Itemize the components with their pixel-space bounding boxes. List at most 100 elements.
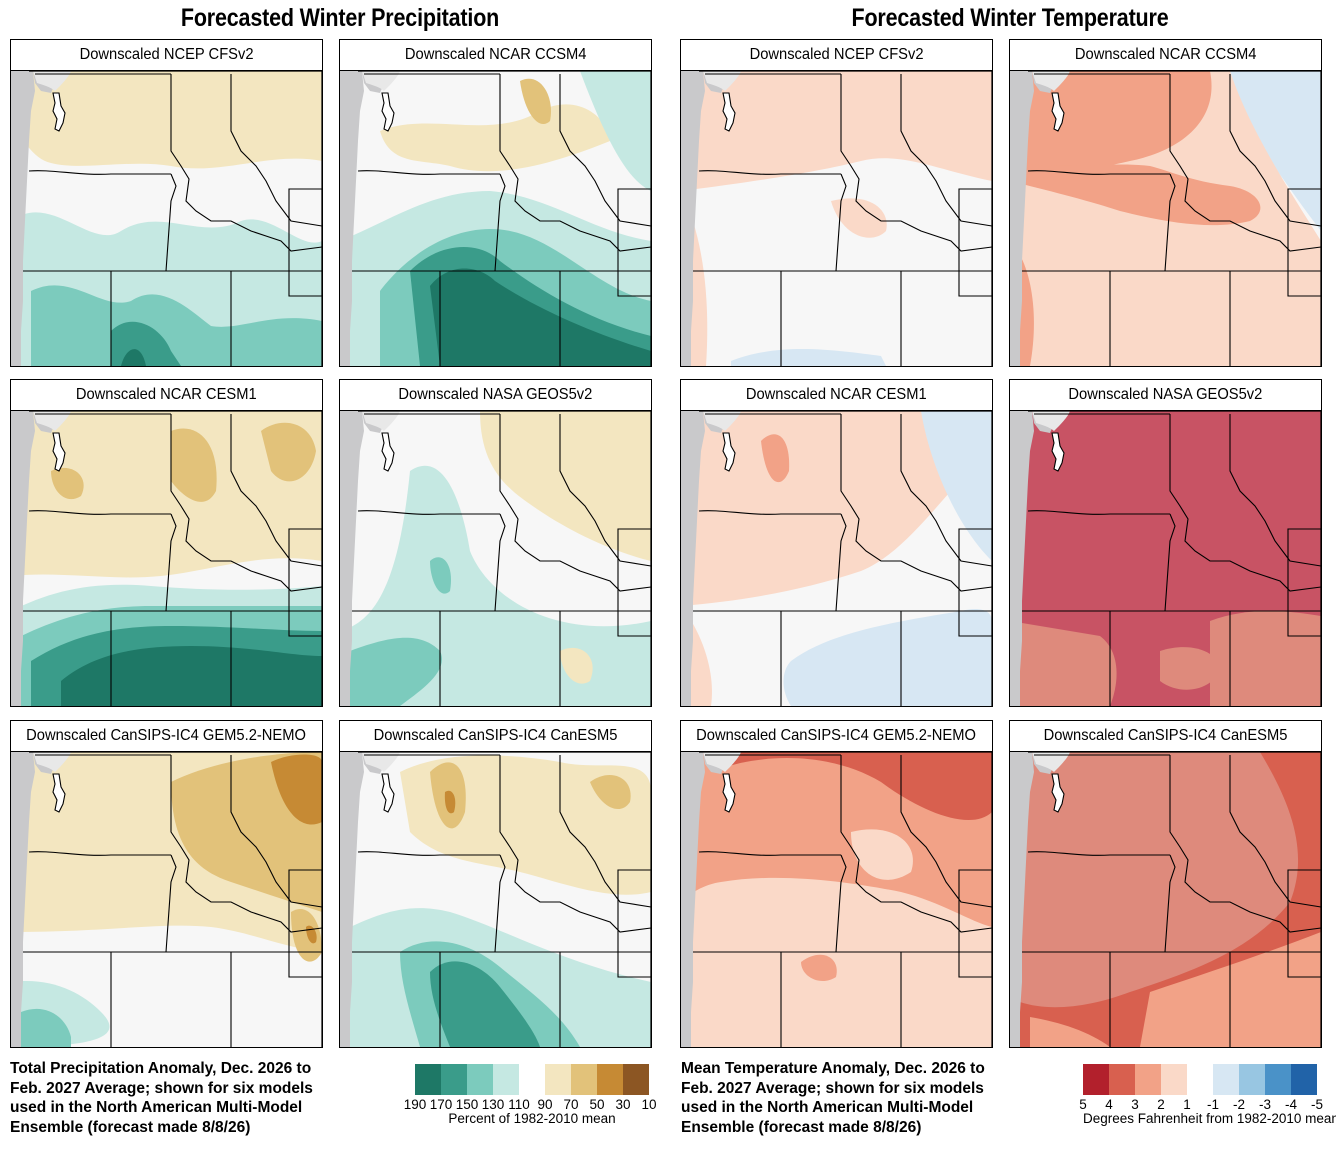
ocean-area <box>11 411 35 706</box>
legend-tick-label: 170 <box>429 1097 453 1112</box>
wyoming-box <box>1287 188 1321 297</box>
anomaly-region <box>21 1008 71 1047</box>
precipitation-legend: 190 170 150 130 110 90 70 50 30 10 Percent of 198… <box>404 1064 657 1126</box>
panel-title: Downscaled CanSIPS-IC4 GEM5.2-NEMO <box>681 721 992 752</box>
panel-title: Downscaled NCAR CESM1 <box>681 380 992 411</box>
temperature-map <box>1010 752 1321 1047</box>
caption-line: Feb. 2027 Average; shown for six models <box>681 1079 984 1097</box>
legend-ticks: 5 4 3 2 1 -1 -2 -3 -4 -5 <box>1079 1095 1323 1113</box>
map-panel-temp-geos5v2: Downscaled NASA GEOS5v2 <box>1009 379 1322 707</box>
map-panel-temp-cfsv2: Downscaled NCEP CFSv2 <box>680 39 993 367</box>
wa-or-border <box>28 851 171 856</box>
puget-sound <box>381 432 395 472</box>
map-panel-precip-cfsv2: Downscaled NCEP CFSv2 <box>10 39 323 367</box>
caption-line: Feb. 2027 Average; shown for six models <box>10 1079 313 1097</box>
anomaly-region <box>51 467 84 500</box>
puget-sound <box>52 92 66 132</box>
map-panel-temp-canesm5: Downscaled CanSIPS-IC4 CanESM5 <box>1009 720 1322 1048</box>
wyoming-box <box>288 528 322 637</box>
legend-tick-label: -3 <box>1258 1097 1272 1112</box>
wa-or-border <box>357 510 500 515</box>
legend-swatch <box>493 1064 519 1095</box>
puget-sound <box>52 773 66 813</box>
legend-tick-label: 110 <box>508 1097 530 1112</box>
legend-swatch <box>597 1064 623 1095</box>
idaho-border <box>1169 74 1321 252</box>
caption-line: Ensemble (forecast made 8/8/26) <box>681 1118 922 1136</box>
map-panel-precip-cesm1: Downscaled NCAR CESM1 <box>10 379 323 707</box>
wa-or-border <box>28 510 171 515</box>
legend-tick-label: -5 <box>1310 1097 1324 1112</box>
anomaly-region <box>11 411 322 578</box>
anomaly-region <box>851 829 913 880</box>
ocean-area <box>1010 71 1034 366</box>
or-id-border <box>494 513 506 612</box>
anomaly-region <box>1160 647 1220 690</box>
or-id-border <box>1164 854 1176 953</box>
puget-sound <box>722 92 736 132</box>
anomaly-region <box>831 198 887 238</box>
anomaly-region <box>681 877 992 1047</box>
temperature-map <box>681 411 992 706</box>
canada-area <box>362 411 400 431</box>
legend-tick-label: 30 <box>615 1097 631 1112</box>
anomaly-region <box>681 71 992 191</box>
canada-area <box>362 752 400 772</box>
or-id-border <box>1164 173 1176 272</box>
anomaly-region <box>350 637 442 706</box>
anomaly-region <box>783 609 992 706</box>
canada-area <box>703 411 741 431</box>
or-id-border <box>165 173 177 272</box>
or-id-border <box>165 513 177 612</box>
legend-title: Degrees Fahrenheit from 1982-2010 mean <box>1083 1111 1336 1126</box>
wyoming-box <box>617 188 651 297</box>
puget-sound <box>52 432 66 472</box>
caption-line: Mean Temperature Anomaly, Dec. 2026 to <box>681 1060 985 1077</box>
panel-title: Downscaled CanSIPS-IC4 CanESM5 <box>1010 721 1321 752</box>
puget-sound <box>1051 773 1065 813</box>
anomaly-region <box>480 411 651 561</box>
wyoming-box <box>617 528 651 637</box>
temperature-section-title: Forecasted Winter Temperature <box>851 4 1169 32</box>
idaho-border <box>840 414 992 592</box>
ocean-area <box>340 411 364 706</box>
anomaly-region <box>1020 752 1299 1008</box>
legend-tick-label: -1 <box>1206 1097 1220 1112</box>
or-id-border <box>494 173 506 272</box>
ocean-area <box>11 71 35 366</box>
panel-title: Downscaled NASA GEOS5v2 <box>1010 380 1321 411</box>
precipitation-map <box>340 411 651 706</box>
legend-tick-label: 130 <box>481 1097 505 1112</box>
anomaly-region <box>430 557 451 594</box>
or-id-border <box>494 854 506 953</box>
puget-sound <box>722 432 736 472</box>
wa-or-border <box>698 851 841 856</box>
precipitation-map <box>11 71 322 366</box>
anomaly-region <box>430 961 540 1047</box>
legend-tick-label: 1 <box>1183 1097 1191 1112</box>
idaho-border <box>840 74 992 252</box>
panel-title: Downscaled NCEP CFSv2 <box>11 40 322 71</box>
panel-title: Downscaled NASA GEOS5v2 <box>340 380 651 411</box>
anomaly-region <box>1010 71 1212 181</box>
wa-or-border <box>28 170 171 175</box>
or-id-border <box>1164 513 1176 612</box>
legend-tick-label: -4 <box>1284 1097 1298 1112</box>
wa-or-border <box>357 851 500 856</box>
temperature-map <box>681 752 992 1047</box>
precipitation-section-title: Forecasted Winter Precipitation <box>180 4 500 32</box>
canada-area <box>1032 752 1070 772</box>
idaho-border <box>170 414 322 592</box>
canada-area <box>362 71 400 91</box>
canada-area <box>1032 71 1070 91</box>
legend-tick-label: 50 <box>589 1097 605 1112</box>
wa-or-border <box>1027 510 1170 515</box>
idaho-border <box>170 755 322 933</box>
ocean-area <box>681 71 705 366</box>
anomaly-region <box>921 411 992 561</box>
idaho-border <box>1169 755 1321 933</box>
wyoming-box <box>617 869 651 978</box>
temperature-map <box>681 71 992 366</box>
anomaly-region <box>560 647 593 684</box>
map-panel-precip-gem52-nemo: Downscaled CanSIPS-IC4 GEM5.2-NEMO <box>10 720 323 1048</box>
